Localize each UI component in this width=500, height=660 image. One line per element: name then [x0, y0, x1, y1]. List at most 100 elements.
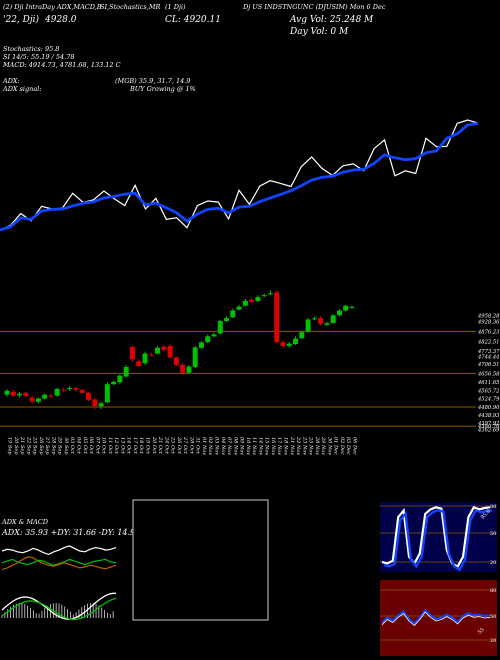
date-tick-label: 07 Nov	[226, 437, 232, 455]
date-tick-label: 26 Oct	[176, 436, 182, 455]
price-tick-label: 4438.93	[477, 413, 500, 419]
candle-body	[148, 354, 154, 356]
candle-body	[42, 394, 48, 399]
candle-body	[236, 306, 242, 310]
candle-body	[48, 395, 54, 397]
price-tick-label: 4524.79	[477, 397, 500, 403]
date-tick-label: 19 Sep	[7, 437, 13, 455]
date-tick-label: 29 Sep	[57, 436, 63, 455]
candle-body	[343, 305, 349, 311]
date-tick-label: 02 Dec	[339, 437, 345, 455]
date-tick-label: 20 Oct	[151, 436, 157, 455]
header-title-d: Dj US INDSTNGUNC (DJUSIM) Mon 6 Dec	[243, 3, 386, 11]
candle-body	[73, 388, 79, 390]
moving-average-line	[0, 122, 479, 232]
si-line	[381, 608, 491, 625]
candle-body	[230, 310, 236, 318]
price-tick-label: 4397.92	[477, 421, 499, 427]
header-avg-vol: Avg Vol: 25.248 M	[290, 15, 374, 25]
price-tick-label: 4876.23	[477, 329, 500, 335]
candle-body	[98, 403, 104, 407]
si-readout: 55	[477, 627, 486, 636]
header-title-c: (1 Dji)	[165, 3, 186, 11]
date-tick-label: 12 Oct	[113, 437, 119, 455]
candle-body	[60, 389, 66, 391]
candle-body	[280, 342, 286, 346]
date-tick-label: 23 Sep	[32, 436, 38, 455]
candle-body	[336, 310, 342, 316]
macd-line	[1, 592, 116, 620]
date-tick-label: 06 Dec	[352, 437, 358, 455]
stochastics-readout: Stochastics: 95.8	[3, 45, 60, 53]
date-tick-label: 05 Dec	[345, 437, 351, 455]
stochastics-level-label: 20	[490, 560, 496, 566]
candle-body	[192, 347, 198, 367]
date-tick-label: 03 Oct	[69, 437, 75, 455]
date-tick-label: 27 Sep	[44, 436, 50, 455]
candle-body	[23, 392, 29, 397]
date-tick-label: 22 Nov	[295, 436, 301, 455]
candle-body	[123, 366, 129, 377]
date-tick-label: 08 Nov	[232, 437, 238, 455]
header-open: 4928.0	[45, 15, 77, 25]
date-tick-label: 04 Oct	[76, 437, 82, 455]
si-signal-line	[381, 611, 491, 626]
stochastics-k-line	[381, 505, 491, 569]
adx-series-line	[1, 545, 117, 556]
date-tick-label: 20 Sep	[13, 436, 19, 455]
candle-body	[10, 391, 16, 396]
date-tick-label: 10 Oct	[101, 437, 107, 455]
header-title-b: SI,Stochastics,MR	[100, 3, 161, 11]
date-tick-label: 11 Nov	[251, 437, 257, 455]
header-close: CL: 4920.11	[165, 15, 221, 25]
price-tick-label: 4928.36	[477, 319, 500, 325]
candle-body	[267, 293, 273, 295]
stochastics-d-line	[383, 508, 493, 572]
candle-body	[324, 323, 330, 325]
date-tick-label: 16 Nov	[270, 437, 276, 455]
candle-body	[286, 343, 292, 346]
candle-body	[249, 300, 255, 302]
date-tick-label: 14 Nov	[257, 437, 263, 455]
header-period: '22, Dji)	[3, 15, 40, 25]
date-tick-label: 28 Nov	[314, 436, 320, 455]
candle-body	[311, 318, 317, 320]
si-level-label: 50	[490, 614, 496, 620]
date-tick-label: 17 Nov	[276, 437, 282, 455]
si-level-label: 80	[490, 588, 496, 594]
date-tick-label: 25 Nov	[308, 436, 314, 455]
candle-body	[173, 357, 179, 366]
price-tick-label: 4656.58	[477, 371, 500, 377]
date-tick-label: 21 Nov	[289, 436, 295, 455]
adx-values: (MGB) 35.9, 31.7, 14.9	[115, 77, 191, 85]
header-day-vol: Day Vol: 0 M	[290, 27, 349, 37]
candle-body	[186, 366, 192, 373]
date-tick-label: 13 Oct	[119, 437, 125, 455]
price-level-lines	[0, 330, 476, 427]
price-tick-label: 4565.72	[477, 389, 499, 395]
candle-body	[180, 365, 186, 373]
candlestick-chart	[4, 290, 355, 410]
date-tick-label: 26 Sep	[38, 436, 44, 455]
candle-body	[274, 292, 280, 343]
candle-body	[167, 345, 173, 358]
candle-body	[293, 338, 299, 344]
date-tick-label: 24 Oct	[163, 436, 169, 455]
date-tick-label: 01 Dec	[333, 437, 339, 455]
adx-label: ADX:	[3, 77, 20, 85]
date-tick-label: 31 Oct	[195, 437, 201, 455]
candle-body	[198, 342, 204, 348]
price-tick-label: 4773.37	[477, 349, 500, 355]
candle-body	[299, 332, 305, 339]
candle-body	[67, 388, 73, 389]
candle-body	[161, 346, 167, 350]
date-tick-label: 25 Oct	[170, 436, 176, 455]
candle-body	[261, 295, 267, 297]
date-tick-label: 27 Oct	[182, 436, 188, 455]
adx-series-line	[1, 558, 117, 566]
adx-signal-value: BUY Growing @ 1%	[130, 85, 196, 93]
candle-body	[224, 318, 230, 322]
date-tick-label: 21 Oct	[157, 436, 163, 455]
date-tick-label: 01 Nov	[201, 437, 207, 455]
price-tick-label: 4380.76	[477, 424, 500, 430]
